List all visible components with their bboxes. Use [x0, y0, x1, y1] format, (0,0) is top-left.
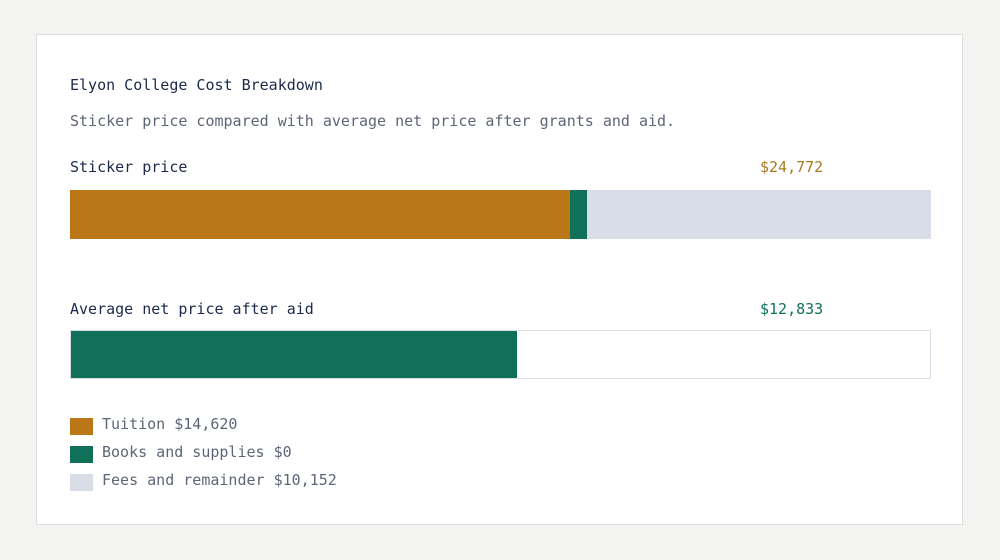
- legend-label-fees: Fees and remainder $10,152: [102, 471, 337, 489]
- bar-track-net: [70, 330, 931, 379]
- chart-card: Elyon College Cost Breakdown Sticker pri…: [36, 34, 963, 525]
- category-label-net: Average net price after aid: [70, 300, 314, 318]
- chart-title: Elyon College Cost Breakdown: [70, 76, 323, 94]
- legend-swatch-tuition: [70, 418, 93, 435]
- category-total-sticker: $24,772: [760, 158, 824, 176]
- chart-subtitle: Sticker price compared with average net …: [70, 112, 676, 130]
- legend-swatch-books: [70, 446, 93, 463]
- legend-label-tuition: Tuition $14,620: [102, 415, 238, 433]
- bar-segment-net: [71, 331, 517, 378]
- bar-track-sticker: [70, 190, 931, 239]
- category-label-sticker: Sticker price: [70, 158, 188, 176]
- bar-segment-tuition: [70, 190, 570, 239]
- category-total-net: $12,833: [760, 300, 824, 318]
- legend-label-books: Books and supplies $0: [102, 443, 292, 461]
- legend-swatch-fees: [70, 474, 93, 491]
- bar-segment-books: [570, 190, 587, 239]
- bar-segment-fees: [587, 190, 931, 239]
